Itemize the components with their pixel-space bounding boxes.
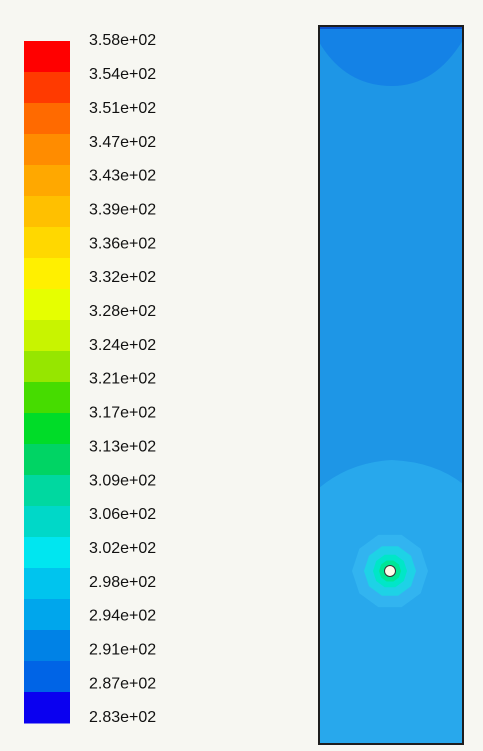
colorbar-swatch <box>24 599 70 631</box>
colorbar-tick-label: 3.32e+02 <box>89 269 156 286</box>
colorbar-tick-label: 3.06e+02 <box>89 506 156 523</box>
colorbar-tick-label: 2.94e+02 <box>89 608 156 625</box>
colorbar-swatch <box>24 475 70 507</box>
colorbar-swatch <box>24 630 70 662</box>
colorbar-swatch <box>24 444 70 476</box>
colorbar-tick-label: 3.02e+02 <box>89 540 156 557</box>
colorbar-swatch <box>24 661 70 693</box>
colorbar-tick-label: 3.21e+02 <box>89 371 156 388</box>
colorbar-swatch <box>24 537 70 569</box>
colorbar-tick-label: 3.39e+02 <box>89 201 156 218</box>
colorbar-tick-label: 3.24e+02 <box>89 337 156 354</box>
colorbar-swatch <box>24 506 70 538</box>
colorbar-tick-label: 3.09e+02 <box>89 472 156 489</box>
colorbar-tick-label: 3.43e+02 <box>89 168 156 185</box>
colorbar-tick-label: 3.54e+02 <box>89 66 156 83</box>
colorbar-swatch <box>24 41 70 73</box>
colorbar-swatch <box>24 320 70 352</box>
colorbar-tick-label: 3.17e+02 <box>89 405 156 422</box>
colorbar-swatch <box>24 289 70 321</box>
colorbar-tick-label: 3.58e+02 <box>89 32 156 49</box>
top-edge-band <box>319 26 463 29</box>
colorbar-swatch <box>24 165 70 197</box>
colorbar-swatch <box>24 227 70 259</box>
top-contour-region <box>319 26 463 86</box>
colorbar-tick-label: 2.87e+02 <box>89 675 156 692</box>
colorbar-tick-label: 2.83e+02 <box>89 709 156 726</box>
colorbar-swatch <box>24 134 70 166</box>
colorbar-swatch <box>24 196 70 228</box>
colorbar-swatch <box>24 413 70 445</box>
contour-domain <box>318 25 464 745</box>
colorbar <box>24 41 70 724</box>
colorbar-swatch <box>24 692 70 724</box>
colorbar-tick-label: 3.36e+02 <box>89 235 156 252</box>
colorbar-swatch <box>24 382 70 414</box>
colorbar-tick-label: 3.51e+02 <box>89 100 156 117</box>
colorbar-swatch <box>24 568 70 600</box>
colorbar-labels: 3.58e+02 3.54e+02 3.51e+02 3.47e+02 3.43e+02… <box>89 32 156 726</box>
colorbar-tick-label: 2.98e+02 <box>89 574 156 591</box>
colorbar-tick-label: 3.13e+02 <box>89 438 156 455</box>
colorbar-tick-label: 3.47e+02 <box>89 134 156 151</box>
domain-outline <box>318 25 464 745</box>
colorbar-swatch <box>24 351 70 383</box>
colorbar-tick-label: 2.91e+02 <box>89 642 156 659</box>
colorbar-swatch <box>24 258 70 290</box>
colorbar-swatch <box>24 72 70 104</box>
colorbar-swatch <box>24 103 70 135</box>
colorbar-tick-label: 3.28e+02 <box>89 303 156 320</box>
circular-hole <box>384 565 396 577</box>
